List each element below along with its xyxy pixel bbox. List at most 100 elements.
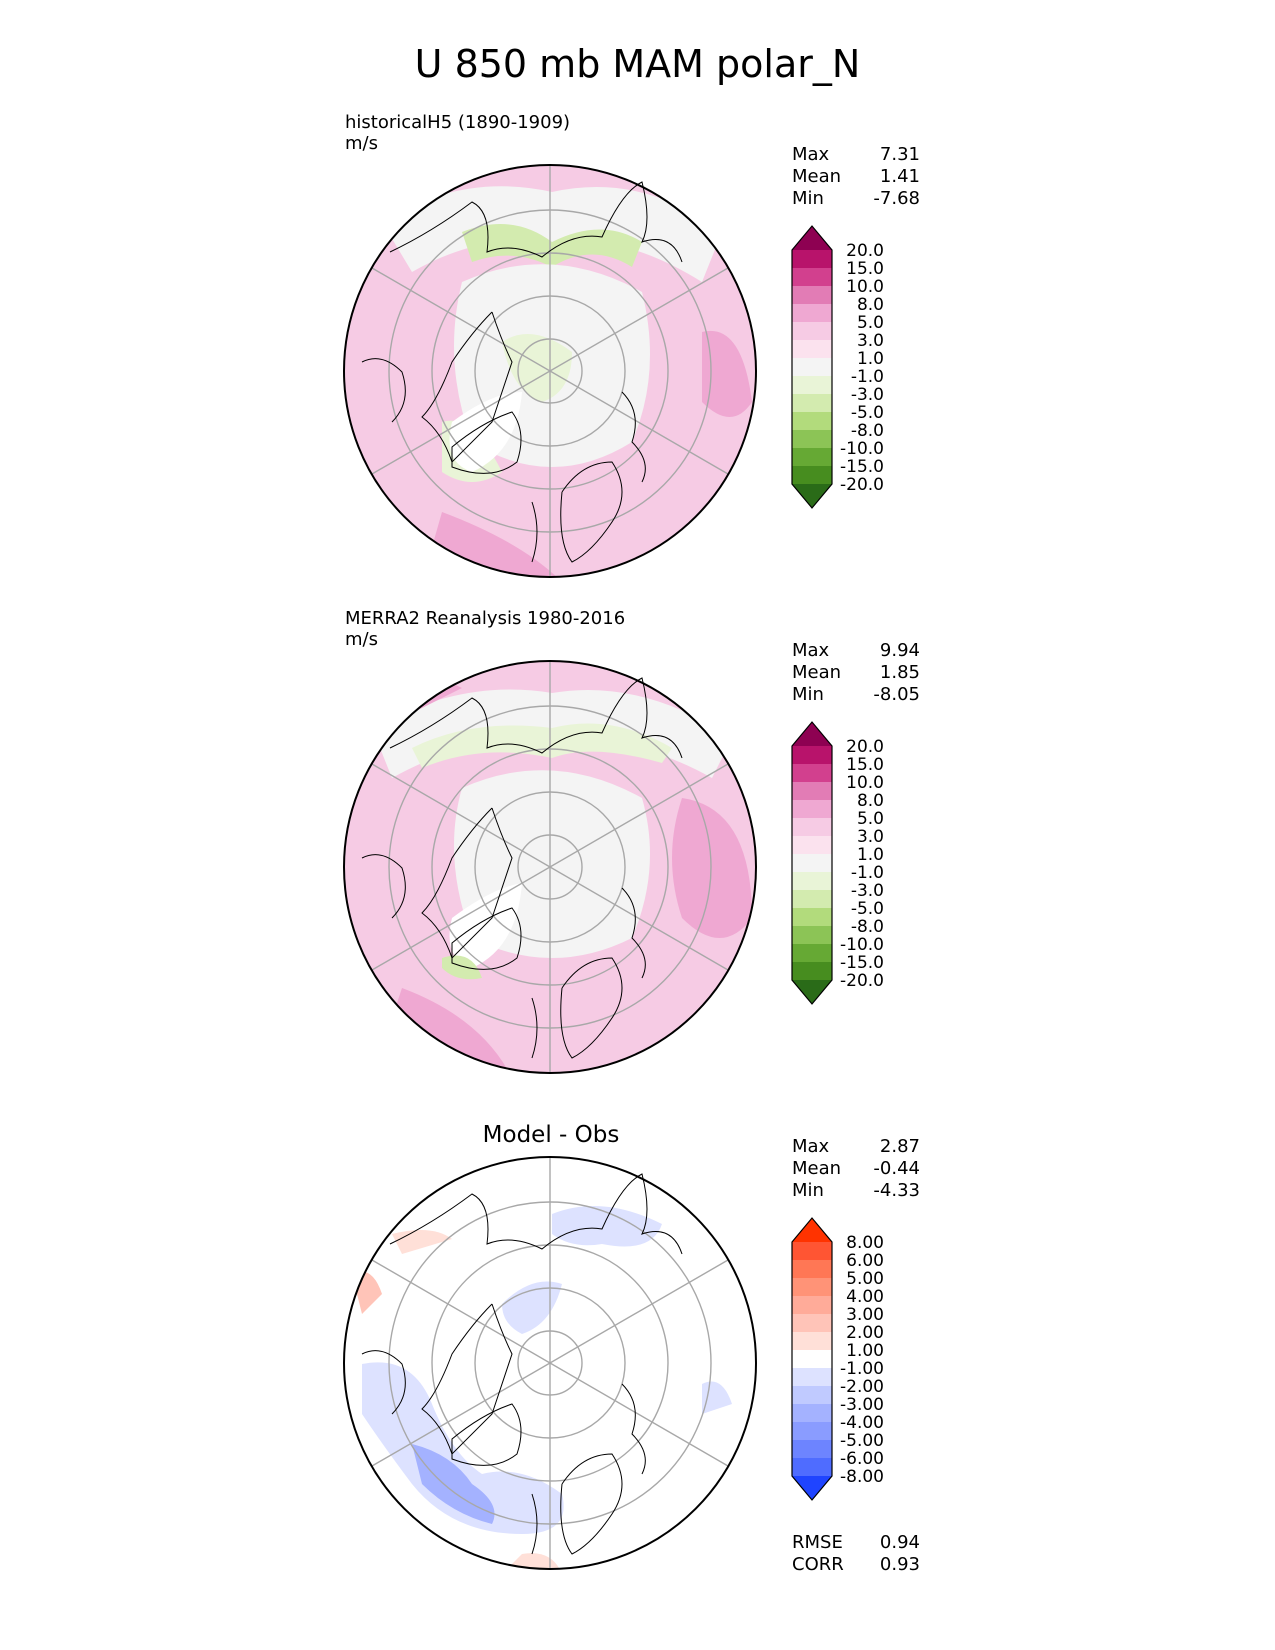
colorbar-extend-top — [792, 226, 832, 250]
stat-value: -0.44 — [873, 1158, 920, 1179]
stat-max: Max 9.94 — [792, 640, 920, 662]
colorbar-tick-label: 10.0 — [846, 277, 884, 297]
stat-label: RMSE — [792, 1532, 843, 1553]
colorbar-tick-label: 3.0 — [857, 827, 884, 847]
panel-title: MERRA2 Reanalysis 1980-2016 m/s — [345, 608, 625, 650]
colorbar-extend-bottom — [792, 484, 832, 508]
colorbar-tick-label: -20.0 — [840, 971, 884, 991]
colorbar-tick-label: -1.0 — [851, 863, 884, 883]
colorbar-tick-label: 5.0 — [857, 809, 884, 829]
stats-box: Max 7.31 Mean 1.41 Min -7.68 — [792, 144, 920, 210]
colorbar-segment — [792, 1404, 832, 1422]
colorbar-tick-label: 6.00 — [846, 1251, 884, 1271]
stat-corr: CORR 0.93 — [792, 1554, 920, 1576]
colorbar-tick-label: -10.0 — [840, 439, 884, 459]
colorbar-segment — [792, 1386, 832, 1404]
colorbar-segment — [792, 926, 832, 944]
polar-map — [343, 164, 757, 578]
colorbar-segment — [792, 818, 832, 836]
panel-title-text: historicalH5 (1890-1909) — [345, 112, 571, 133]
stat-min: Min -7.68 — [792, 188, 920, 210]
stat-value: -7.68 — [873, 188, 920, 209]
stat-label: Mean — [792, 662, 842, 683]
score-box: RMSE 0.94 CORR 0.93 — [792, 1532, 920, 1576]
colorbar-tick-label: 5.0 — [857, 313, 884, 333]
colorbar-segment — [792, 1314, 832, 1332]
stat-value: 7.31 — [879, 144, 920, 165]
colorbar-tick-label: 20.0 — [846, 737, 884, 757]
colorbar-segment — [792, 944, 832, 962]
panel-title: historicalH5 (1890-1909) m/s — [345, 112, 570, 154]
colorbar-segment — [792, 1242, 832, 1260]
stat-rmse: RMSE 0.94 — [792, 1532, 920, 1554]
colorbar-tick-label: -15.0 — [840, 457, 884, 477]
polar-map — [343, 1156, 757, 1570]
colorbar-tick-label: -3.00 — [840, 1395, 884, 1415]
colorbar-segment — [792, 800, 832, 818]
colorbar-tick-label: 1.0 — [857, 349, 884, 369]
stat-value: -8.05 — [873, 684, 920, 705]
stat-label: Mean — [792, 1158, 842, 1179]
panel-units: m/s — [345, 133, 378, 154]
colorbar-tick-label: -2.00 — [840, 1377, 884, 1397]
colorbar-tick-label: 10.0 — [846, 773, 884, 793]
colorbar-segment — [792, 890, 832, 908]
colorbar-tick-label: 1.00 — [846, 1341, 884, 1361]
stat-max: Max 7.31 — [792, 144, 920, 166]
colorbar-segment — [792, 1368, 832, 1386]
colorbar-segment — [792, 268, 832, 286]
stat-label: Min — [792, 188, 824, 209]
colorbar-segment — [792, 358, 832, 376]
stat-value: -4.33 — [873, 1180, 920, 1201]
panel-title-text: MERRA2 Reanalysis 1980-2016 — [345, 608, 626, 629]
colorbar-tick-label: 20.0 — [846, 241, 884, 261]
colorbar-tick-label: 8.0 — [857, 791, 884, 811]
colorbar-tick-label: 3.0 — [857, 331, 884, 351]
colorbar-segment — [792, 1422, 832, 1440]
colorbar-outline — [791, 225, 833, 509]
colorbar-tick-label: -5.00 — [840, 1431, 884, 1451]
colorbar-segment — [792, 304, 832, 322]
stat-mean: Mean -0.44 — [792, 1158, 920, 1180]
colorbar: 20.015.010.08.05.03.01.0-1.0-3.0-5.0-8.0… — [791, 721, 884, 1005]
colorbar-segment — [792, 394, 832, 412]
stat-label: Max — [792, 640, 830, 661]
colorbar-extend-bottom — [792, 980, 832, 1004]
colorbar-tick-label: 1.0 — [857, 845, 884, 865]
panel-title: Model - Obs — [482, 1122, 620, 1148]
colorbar-tick-label: -8.00 — [840, 1467, 884, 1487]
stat-label: Min — [792, 1180, 824, 1201]
colorbar-tick-label: -5.0 — [851, 899, 884, 919]
stat-value: 9.94 — [879, 640, 920, 661]
colorbar-tick-label: 15.0 — [846, 755, 884, 775]
colorbar-segment — [792, 250, 832, 268]
figure-title: U 850 mb MAM polar_N — [414, 42, 861, 86]
colorbar-segment — [792, 448, 832, 466]
colorbar: 8.006.005.004.003.002.001.00-1.00-2.00-3… — [791, 1217, 884, 1501]
colorbar-segment — [792, 340, 832, 358]
stat-mean: Mean 1.85 — [792, 662, 920, 684]
colorbar-segment — [792, 430, 832, 448]
colorbar-tick-label: 5.00 — [846, 1269, 884, 1289]
colorbar-extend-top — [792, 1218, 832, 1242]
colorbar-segment — [792, 746, 832, 764]
colorbar-tick-label: 8.00 — [846, 1233, 884, 1253]
colorbar-segment — [792, 1278, 832, 1296]
colorbar-segment — [792, 466, 832, 484]
colorbar-tick-label: 2.00 — [846, 1323, 884, 1343]
colorbar-segment — [792, 1440, 832, 1458]
stat-value: 1.85 — [879, 662, 920, 683]
colorbar-tick-label: -4.00 — [840, 1413, 884, 1433]
colorbar-segment — [792, 1350, 832, 1368]
stat-label: Max — [792, 1136, 830, 1157]
colorbar-outline — [791, 1217, 833, 1501]
polar-map — [343, 660, 757, 1074]
stat-value: 0.94 — [879, 1532, 920, 1553]
colorbar-outline — [791, 721, 833, 1005]
colorbar-segment — [792, 322, 832, 340]
colorbar-tick-label: -1.0 — [851, 367, 884, 387]
stat-min: Min -4.33 — [792, 1180, 920, 1202]
stat-label: Max — [792, 144, 830, 165]
colorbar-segment — [792, 872, 832, 890]
stat-value: 0.93 — [879, 1554, 920, 1575]
